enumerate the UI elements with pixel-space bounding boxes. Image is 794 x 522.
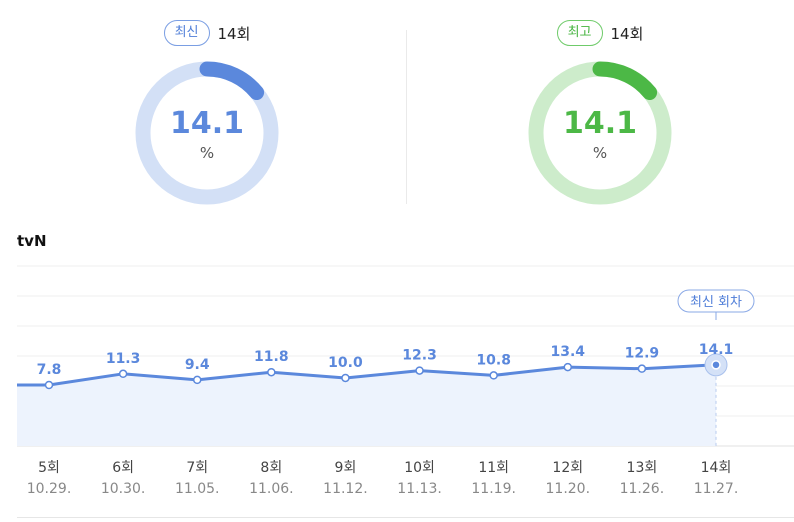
series-area xyxy=(17,364,716,446)
x-tick-label: 7회 xyxy=(186,460,208,476)
data-point xyxy=(711,360,721,370)
x-date-label: 11.12. xyxy=(323,481,368,497)
x-tick-label: 5회 xyxy=(38,460,60,476)
x-date-label: 11.19. xyxy=(471,481,516,497)
best-gauge-ring xyxy=(528,61,672,205)
data-point xyxy=(415,366,424,375)
data-label: 9.4 xyxy=(185,357,210,373)
x-date-label: 10.30. xyxy=(101,481,146,497)
x-tick-label: 10회 xyxy=(404,460,435,476)
data-point xyxy=(637,364,647,373)
best-value: 14.1 xyxy=(562,106,638,141)
data-point xyxy=(489,371,498,380)
x-tick-label: 9회 xyxy=(335,460,357,476)
best-gauge: 14.1 % xyxy=(525,58,675,208)
x-tick-label: 14회 xyxy=(701,460,732,476)
data-point xyxy=(192,375,202,385)
rating-trend-chart: 7.8 5회 10.29. 11.3 6회 10.30. 9.4 7회 11.05. 11.8 8회… xyxy=(17,265,794,497)
x-tick-label: 6회 xyxy=(112,460,134,476)
data-label: 10.8 xyxy=(476,352,511,368)
best-rating-card: 최고 14회 14.1 % xyxy=(455,0,745,210)
x-tick-label: 12회 xyxy=(552,460,583,476)
data-label: 12.9 xyxy=(625,346,660,362)
latest-value: 14.1 xyxy=(169,106,245,141)
latest-tag-box xyxy=(677,289,755,313)
data-point xyxy=(341,373,350,383)
best-unit: % xyxy=(592,144,608,162)
latest-rating-card: 최신 14회 14.1 % xyxy=(62,0,352,210)
data-label: 7.8 xyxy=(37,362,62,378)
data-label: 14.1 xyxy=(699,342,734,358)
data-point xyxy=(563,362,573,372)
x-date-label: 11.13. xyxy=(397,481,442,497)
x-tick-label: 11회 xyxy=(478,460,509,476)
x-date-label: 10.29. xyxy=(27,481,72,497)
x-date-label: 11.27. xyxy=(694,481,739,497)
data-label: 12.3 xyxy=(402,348,437,364)
latest-gauge-arc xyxy=(135,61,279,205)
best-gauge-arc xyxy=(528,61,672,205)
best-badge-row: 최고 14회 xyxy=(455,20,745,46)
data-point xyxy=(267,367,276,377)
data-label: 10.0 xyxy=(328,355,363,371)
x-tick-label: 13회 xyxy=(627,460,658,476)
channel-title: tvN xyxy=(17,232,47,250)
x-date-label: 11.26. xyxy=(620,481,665,497)
x-date-label: 11.20. xyxy=(546,481,591,497)
x-date-label: 11.06. xyxy=(249,481,294,497)
best-episode: 14회 xyxy=(610,24,644,43)
x-date-label: 11.05. xyxy=(175,481,220,497)
latest-badge: 최신 xyxy=(163,20,210,46)
latest-tag-label: 최신 회차 xyxy=(690,295,742,310)
latest-episode: 14회 xyxy=(217,24,251,43)
chart-bottom-border xyxy=(17,517,794,518)
latest-gauge: 14.1 % xyxy=(132,58,282,208)
data-label: 11.8 xyxy=(254,349,289,365)
best-badge: 최고 xyxy=(556,20,603,46)
data-point xyxy=(44,380,54,390)
x-tick-label: 8회 xyxy=(260,460,282,476)
data-label: 11.3 xyxy=(106,351,141,367)
data-label: 13.4 xyxy=(551,344,586,360)
card-divider xyxy=(406,30,407,204)
latest-gauge-ring xyxy=(135,61,279,205)
latest-badge-row: 최신 14회 xyxy=(62,20,352,46)
data-point xyxy=(118,369,128,379)
latest-unit: % xyxy=(199,144,215,162)
